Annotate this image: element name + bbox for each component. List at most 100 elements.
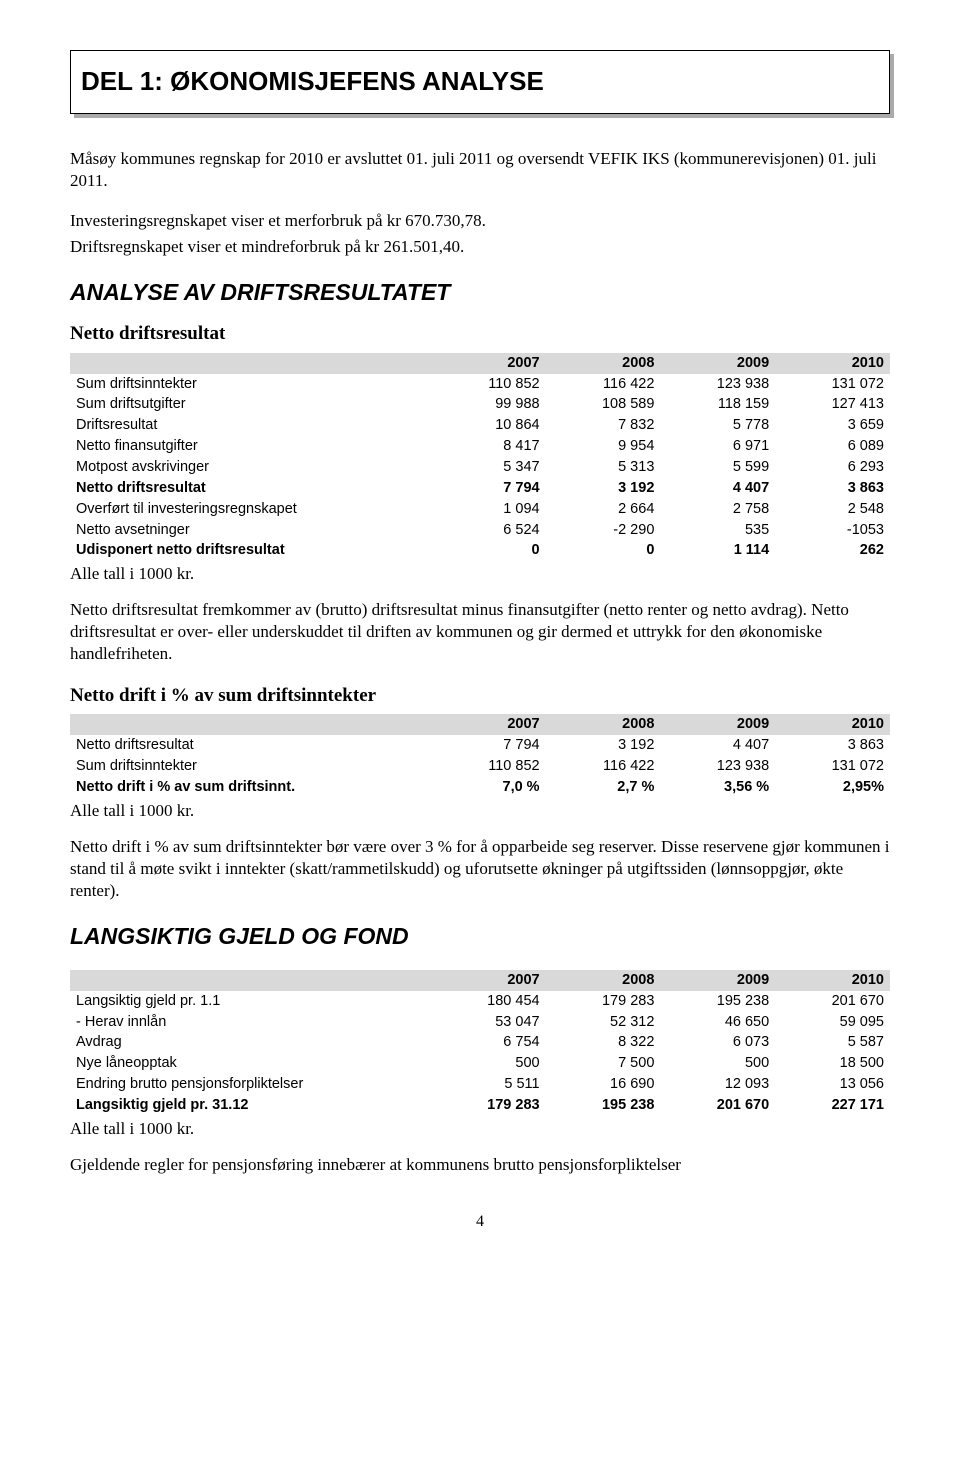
table-cell-value: 53 047 — [431, 1012, 546, 1033]
page-title: DEL 1: ØKONOMISJEFENS ANALYSE — [81, 65, 879, 99]
table-cell-value: 6 073 — [660, 1032, 775, 1053]
table1-note: Alle tall i 1000 kr. — [70, 563, 890, 585]
table-row: Avdrag6 7548 3226 0735 587 — [70, 1032, 890, 1053]
table-cell-value: 5 599 — [660, 457, 775, 478]
table2-note: Alle tall i 1000 kr. — [70, 800, 890, 822]
table-cell-value: 3 192 — [546, 735, 661, 756]
table-header-cell: 2007 — [431, 970, 546, 991]
para-gjeld: Gjeldende regler for pensjonsføring inne… — [70, 1154, 890, 1176]
table-cell-value: 262 — [775, 540, 890, 561]
table-row: Sum driftsinntekter110 852116 422123 938… — [70, 374, 890, 395]
table-header-cell: 2009 — [660, 714, 775, 735]
table-header-cell: 2010 — [775, 714, 890, 735]
table-cell-value: 2 548 — [775, 499, 890, 520]
table-cell-label: Netto finansutgifter — [70, 436, 431, 457]
para-netto: Netto driftsresultat fremkommer av (brut… — [70, 599, 890, 665]
table-cell-value: 6 754 — [431, 1032, 546, 1053]
table-row: Motpost avskrivinger5 3475 3135 5996 293 — [70, 457, 890, 478]
table-header-cell: 2008 — [546, 970, 661, 991]
table-gjeld: 2007200820092010Langsiktig gjeld pr. 1.1… — [70, 970, 890, 1116]
table-netto-pct: 2007200820092010Netto driftsresultat7 79… — [70, 714, 890, 797]
table-row: Langsiktig gjeld pr. 31.12179 283195 238… — [70, 1095, 890, 1116]
title-box: DEL 1: ØKONOMISJEFENS ANALYSE — [70, 50, 890, 114]
table-cell-label: Sum driftsutgifter — [70, 394, 431, 415]
table-cell-value: 1 114 — [660, 540, 775, 561]
table-cell-value: 7,0 % — [431, 777, 546, 798]
intro-block: Måsøy kommunes regnskap for 2010 er avsl… — [70, 148, 890, 192]
table-cell-value: 179 283 — [546, 991, 661, 1012]
table-driftsresultat: 2007200820092010Sum driftsinntekter110 8… — [70, 353, 890, 561]
table-header-cell: 2010 — [775, 970, 890, 991]
table-row: Driftsresultat10 8647 8325 7783 659 — [70, 415, 890, 436]
intro-paragraph-2: Investeringsregnskapet viser et merforbr… — [70, 210, 890, 232]
table-row: Endring brutto pensjonsforpliktelser5 51… — [70, 1074, 890, 1095]
intro-block-2: Investeringsregnskapet viser et merforbr… — [70, 210, 890, 258]
para-netto-text: Netto driftsresultat fremkommer av (brut… — [70, 599, 890, 665]
table-cell-label: - Herav innlån — [70, 1012, 431, 1033]
table-header-cell: 2009 — [660, 353, 775, 374]
intro-paragraph-1: Måsøy kommunes regnskap for 2010 er avsl… — [70, 148, 890, 192]
page-number: 4 — [70, 1212, 890, 1233]
table-header-cell: 2010 — [775, 353, 890, 374]
table-header-cell: 2007 — [431, 353, 546, 374]
table-row: Langsiktig gjeld pr. 1.1180 454179 28319… — [70, 991, 890, 1012]
table-header-cell — [70, 353, 431, 374]
table-row: Netto finansutgifter8 4179 9546 9716 089 — [70, 436, 890, 457]
table-row: Overført til investeringsregnskapet1 094… — [70, 499, 890, 520]
table-cell-label: Netto driftsresultat — [70, 735, 431, 756]
table-cell-value: 3 863 — [775, 735, 890, 756]
table-cell-label: Netto avsetninger — [70, 520, 431, 541]
table-cell-value: 9 954 — [546, 436, 661, 457]
table-cell-value: 5 778 — [660, 415, 775, 436]
table-cell-value: 108 589 — [546, 394, 661, 415]
table-cell-value: 2 664 — [546, 499, 661, 520]
section-heading-gjeld: LANGSIKTIG GJELD OG FOND — [70, 922, 890, 952]
table-row: Netto driftsresultat7 7943 1924 4073 863 — [70, 735, 890, 756]
table-row: Netto drift i % av sum driftsinnt.7,0 %2… — [70, 777, 890, 798]
table-cell-value: 7 794 — [431, 735, 546, 756]
table-cell-value: 10 864 — [431, 415, 546, 436]
table-cell-value: 0 — [431, 540, 546, 561]
table-cell-label: Langsiktig gjeld pr. 1.1 — [70, 991, 431, 1012]
table-cell-value: 7 500 — [546, 1053, 661, 1074]
table-header-cell — [70, 714, 431, 735]
table-cell-value: 195 238 — [660, 991, 775, 1012]
para-pct: Netto drift i % av sum driftsinntekter b… — [70, 836, 890, 902]
table-header-cell: 2008 — [546, 353, 661, 374]
subheading-netto: Netto driftsresultat — [70, 322, 890, 347]
table-cell-label: Driftsresultat — [70, 415, 431, 436]
table-cell-value: 3 659 — [775, 415, 890, 436]
table-cell-value: 127 413 — [775, 394, 890, 415]
table-row: Sum driftsutgifter99 988108 589118 15912… — [70, 394, 890, 415]
table-row: Sum driftsinntekter110 852116 422123 938… — [70, 756, 890, 777]
table-cell-label: Overført til investeringsregnskapet — [70, 499, 431, 520]
table-row: Nye låneopptak5007 50050018 500 — [70, 1053, 890, 1074]
table-cell-value: 131 072 — [775, 756, 890, 777]
table-cell-value: 13 056 — [775, 1074, 890, 1095]
table-cell-value: 201 670 — [775, 991, 890, 1012]
table-cell-value: 110 852 — [431, 374, 546, 395]
table-cell-value: 195 238 — [546, 1095, 661, 1116]
section-heading-analyse: ANALYSE AV DRIFTSRESULTATET — [70, 278, 890, 308]
table-cell-value: 110 852 — [431, 756, 546, 777]
table-cell-label: Endring brutto pensjonsforpliktelser — [70, 1074, 431, 1095]
table-cell-value: 4 407 — [660, 478, 775, 499]
table-cell-value: -1053 — [775, 520, 890, 541]
table-header-cell — [70, 970, 431, 991]
table-cell-value: 116 422 — [546, 374, 661, 395]
table-cell-value: 118 159 — [660, 394, 775, 415]
table-cell-value: 3 863 — [775, 478, 890, 499]
table-cell-value: 6 089 — [775, 436, 890, 457]
table-cell-value: 123 938 — [660, 756, 775, 777]
table-row: Udisponert netto driftsresultat001 11426… — [70, 540, 890, 561]
table-cell-label: Netto driftsresultat — [70, 478, 431, 499]
para-pct-text: Netto drift i % av sum driftsinntekter b… — [70, 836, 890, 902]
table-cell-label: Langsiktig gjeld pr. 31.12 — [70, 1095, 431, 1116]
table-cell-value: 5 511 — [431, 1074, 546, 1095]
table-cell-label: Avdrag — [70, 1032, 431, 1053]
table-cell-value: 4 407 — [660, 735, 775, 756]
table-cell-value: 2 758 — [660, 499, 775, 520]
table-cell-value: 3 192 — [546, 478, 661, 499]
table-cell-value: 8 322 — [546, 1032, 661, 1053]
table-cell-label: Sum driftsinntekter — [70, 374, 431, 395]
